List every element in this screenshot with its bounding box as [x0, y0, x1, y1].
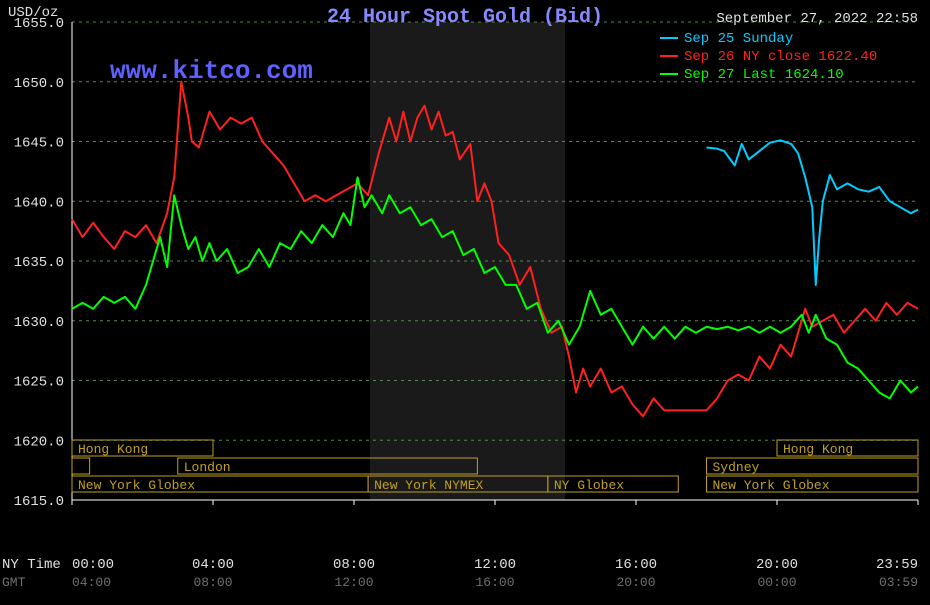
market-session-label: London — [184, 460, 231, 475]
watermark: www.kitco.com — [110, 56, 313, 86]
gmt-label: GMT — [2, 575, 26, 590]
x-tick-gmt: 12:00 — [334, 575, 373, 590]
x-tick-ny: 08:00 — [333, 557, 375, 573]
x-tick-ny: 04:00 — [192, 557, 234, 573]
market-session-label: New York Globex — [713, 478, 830, 493]
y-tick-label: 1650.0 — [14, 76, 64, 92]
legend-entry: Sep 26 NY close 1622.40 — [684, 49, 877, 65]
y-tick-label: 1645.0 — [14, 136, 64, 152]
y-tick-label: 1615.0 — [14, 494, 64, 510]
x-tick-gmt: 20:00 — [616, 575, 655, 590]
x-tick-gmt: 03:59 — [879, 575, 918, 590]
chart-title: 24 Hour Spot Gold (Bid) — [327, 6, 603, 29]
y-tick-label: 1620.0 — [14, 434, 64, 450]
y-tick-label: 1635.0 — [14, 255, 64, 271]
x-tick-ny: 00:00 — [72, 557, 114, 573]
x-tick-ny: 12:00 — [474, 557, 516, 573]
y-tick-label: 1625.0 — [14, 375, 64, 391]
market-session-label: Hong Kong — [783, 442, 853, 457]
market-session-label: Sydney — [713, 460, 760, 475]
ny-time-label: NY Time — [2, 557, 61, 573]
x-tick-gmt: 04:00 — [72, 575, 111, 590]
market-session-label: Hong Kong — [78, 442, 148, 457]
chart-timestamp: September 27, 2022 22:58 — [716, 11, 918, 27]
x-tick-ny: 16:00 — [615, 557, 657, 573]
x-tick-gmt: 00:00 — [757, 575, 796, 590]
legend-entry: Sep 27 Last 1624.10 — [684, 67, 844, 83]
x-tick-ny: 20:00 — [756, 557, 798, 573]
y-tick-label: 1640.0 — [14, 195, 64, 211]
y-axis-unit: USD/oz — [8, 5, 58, 21]
market-session-label: New York NYMEX — [374, 478, 483, 493]
market-session-label: NY Globex — [554, 478, 624, 493]
x-tick-gmt: 08:00 — [193, 575, 232, 590]
x-tick-gmt: 16:00 — [475, 575, 514, 590]
y-tick-label: 1630.0 — [14, 315, 64, 331]
gold-chart: 1615.0 1620.0 1625.0 1630.0 1635.0 1640.0 1645… — [0, 0, 930, 605]
market-session-label: New York Globex — [78, 478, 195, 493]
x-tick-ny: 23:59 — [876, 557, 918, 573]
legend-entry: Sep 25 Sunday — [684, 31, 793, 47]
